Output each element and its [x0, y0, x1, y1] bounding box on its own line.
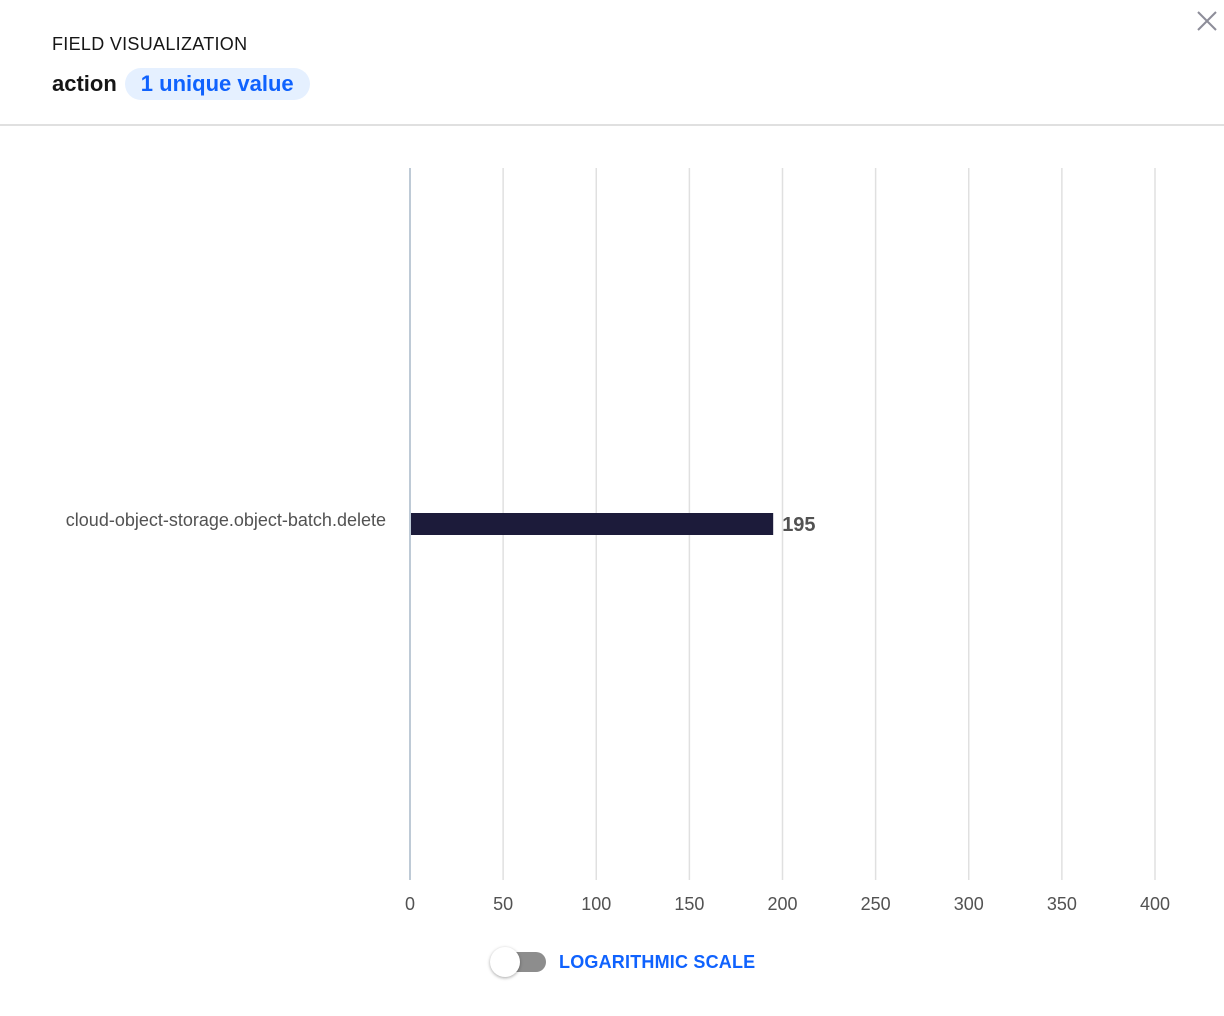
log-scale-toggle[interactable] [490, 946, 548, 978]
x-tick-label: 250 [861, 894, 891, 914]
category-label: cloud-object-storage.object-batch.delete [66, 510, 386, 530]
close-icon [1197, 11, 1217, 31]
toggle-knob [490, 947, 520, 977]
x-tick-label: 50 [493, 894, 513, 914]
x-tick-label: 200 [767, 894, 797, 914]
unique-value-badge: 1 unique value [124, 68, 310, 100]
bar [411, 513, 774, 535]
field-name: action [52, 71, 117, 96]
x-tick-label: 350 [1047, 894, 1077, 914]
x-tick-label: 300 [954, 894, 984, 914]
x-tick-label: 400 [1140, 894, 1170, 914]
modal-title: FIELD VISUALIZATION [52, 34, 248, 54]
modal-header: FIELD VISUALIZATION action 1 unique valu… [0, 0, 1224, 126]
log-scale-toggle-row: LOGARITHMIC SCALE [490, 946, 755, 978]
close-button[interactable] [1190, 8, 1222, 40]
bar-chart: 0 50 100 150 200 250 300 350 400 cloud-object-sto… [66, 168, 1170, 914]
log-scale-label[interactable]: LOGARITHMIC SCALE [559, 951, 756, 972]
data-label: 195 [782, 514, 815, 536]
x-tick-label: 100 [581, 894, 611, 914]
x-tick-label: 0 [405, 894, 415, 914]
field-row: action 1 unique value [52, 68, 310, 100]
x-tick-label: 150 [674, 894, 704, 914]
